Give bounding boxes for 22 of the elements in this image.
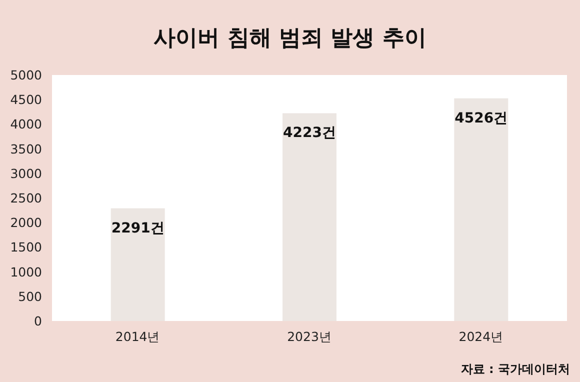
y-tick-label: 0 [34,314,42,328]
data-label: 2291건 [111,220,164,236]
y-tick-label: 4500 [10,92,42,108]
x-tick-label: 2014년 [115,329,160,344]
y-tick-label: 2000 [10,215,42,230]
data-label: 4526건 [454,110,508,126]
y-tick-label: 1000 [10,264,42,280]
y-tick-label: 1500 [10,240,42,255]
bar [282,113,336,321]
y-tick-label: 2500 [10,190,42,206]
chart-title: 사이버 침해 범죄 발생 추이 [154,26,426,51]
x-tick-label: 2024년 [458,329,504,344]
data-label: 4223건 [283,125,336,142]
x-tick-label: 2023년 [287,329,332,344]
text: 자료 : 국가데이터처 [460,362,570,376]
y-tick-label: 4000 [10,116,42,132]
bar [454,98,508,321]
y-tick-label: 3000 [10,166,42,181]
y-tick-label: 5000 [10,68,42,82]
bar [110,208,165,321]
y-tick-label: 3500 [10,141,42,156]
y-tick-label: 500 [18,288,42,304]
